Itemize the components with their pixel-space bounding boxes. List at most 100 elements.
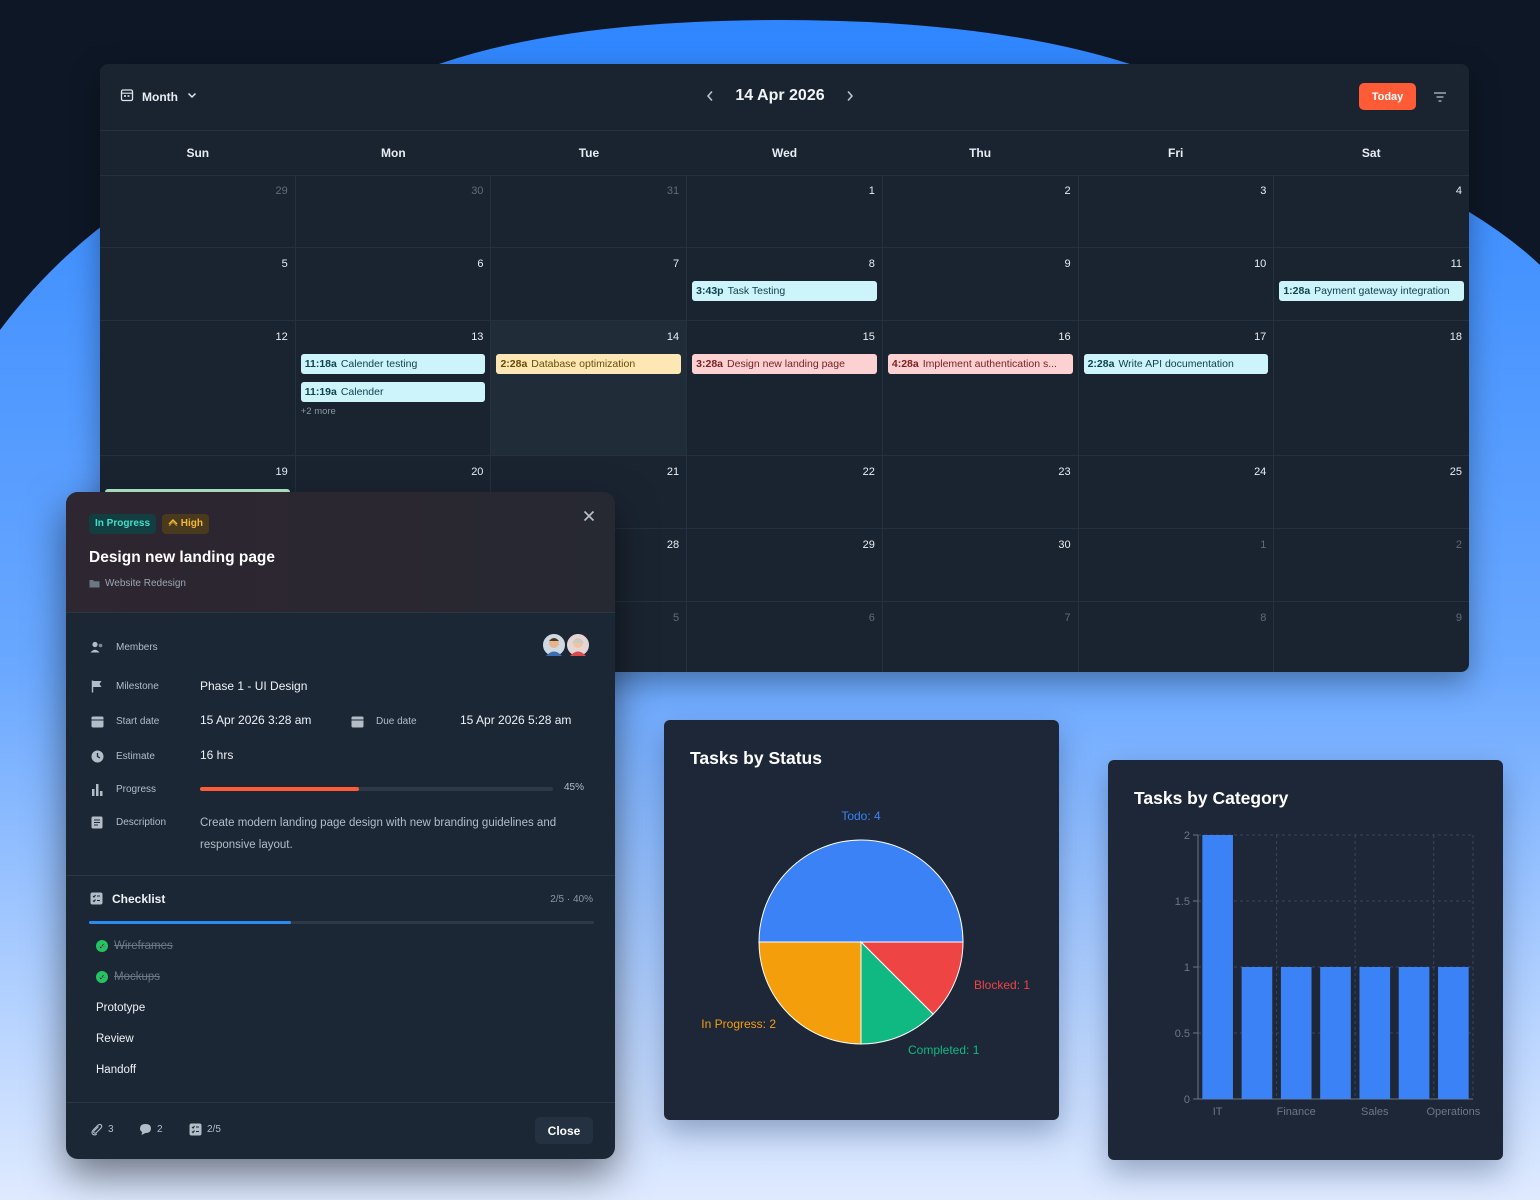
milestone-value[interactable]: Phase 1 - UI Design xyxy=(200,679,308,693)
day-cell[interactable]: 28 xyxy=(491,529,688,601)
day-cell[interactable]: 2 xyxy=(883,175,1079,247)
avatar[interactable] xyxy=(565,632,591,658)
day-cell[interactable]: 9 xyxy=(883,248,1079,320)
day-cell[interactable]: 17 2:28a Write API documentation xyxy=(1079,321,1275,455)
day-cell[interactable]: 12 xyxy=(100,321,296,455)
day-number: 13 xyxy=(471,331,484,343)
day-number: 1 xyxy=(1260,539,1267,551)
day-cell[interactable]: 29 xyxy=(100,175,296,247)
day-number: 31 xyxy=(666,185,680,197)
calendar-event[interactable]: 4:28a Implement authentication s... xyxy=(887,354,1073,374)
day-cell[interactable]: 9 xyxy=(1274,602,1469,672)
bar[interactable] xyxy=(1280,967,1312,1099)
tasks-by-status-card: Todo: 4 Blocked: 1 Completed: 1 In Progress… xyxy=(664,720,1059,1120)
event-title: Calender testing xyxy=(340,358,418,370)
y-tick-label: 2 xyxy=(1184,830,1190,842)
calendar-event[interactable]: 1:28a Payment gateway integration xyxy=(1279,281,1465,301)
calendar-event[interactable]: 11:18a Calender testing xyxy=(300,354,486,374)
modal-header: In Progress High Design new landing page… xyxy=(66,492,615,613)
checklist-item[interactable]: ✓ Wireframes xyxy=(96,940,173,952)
day-number: 10 xyxy=(1254,258,1267,270)
day-cell[interactable]: 7 xyxy=(491,248,688,320)
view-selector[interactable]: Month xyxy=(120,88,198,105)
estimate-value[interactable]: 16 hrs xyxy=(200,748,234,762)
day-cell[interactable]: 4 xyxy=(1274,175,1469,247)
day-number: 12 xyxy=(275,331,288,343)
chevron-down-icon xyxy=(186,89,198,104)
close-button[interactable]: Close xyxy=(535,1117,593,1144)
day-cell[interactable]: 3 xyxy=(1079,175,1275,247)
bar[interactable] xyxy=(1438,967,1469,1099)
bar[interactable] xyxy=(1359,967,1391,1099)
bar[interactable] xyxy=(1202,835,1233,1099)
day-cell[interactable]: 18 xyxy=(1274,321,1469,455)
more-events-link[interactable]: +2 more xyxy=(300,406,336,417)
prev-month-button[interactable] xyxy=(700,85,720,107)
bar[interactable] xyxy=(1320,967,1351,1099)
checklist-item[interactable]: Prototype xyxy=(96,1002,145,1014)
day-cell[interactable]: 5 xyxy=(100,248,296,320)
task-title: Design new landing page xyxy=(89,549,276,566)
day-cell[interactable]: 30 xyxy=(883,529,1079,601)
attachments-count[interactable]: 3 xyxy=(90,1123,114,1136)
day-cell[interactable]: 2 xyxy=(1274,529,1469,601)
start-date-value[interactable]: 15 Apr 2026 3:28 am xyxy=(200,713,312,727)
bar[interactable] xyxy=(1241,967,1273,1099)
calendar-event[interactable]: 11:19a Calender xyxy=(300,382,486,402)
day-cell[interactable]: 6 xyxy=(687,602,883,672)
today-button[interactable]: Today xyxy=(1359,83,1416,110)
day-cell[interactable]: 21 xyxy=(491,456,688,528)
day-number: 6 xyxy=(868,612,875,624)
calendar-event[interactable]: 3:28a Design new landing page xyxy=(692,354,877,374)
day-cell[interactable]: 8 3:43p Task Testing xyxy=(687,248,883,320)
avatar[interactable] xyxy=(541,632,567,658)
event-title: Payment gateway integration xyxy=(1314,285,1450,297)
pie-slice[interactable] xyxy=(859,941,964,1015)
calendar-event[interactable]: 2:28a Database optimization xyxy=(496,354,682,374)
checklist-item[interactable]: Review xyxy=(96,1033,134,1045)
day-cell[interactable]: 24 xyxy=(1079,456,1275,528)
weekday-label: Mon xyxy=(381,146,406,160)
checklist-summary[interactable]: 2/5 xyxy=(189,1123,221,1136)
day-cell[interactable]: 16 4:28a Implement authentication s... xyxy=(883,321,1079,455)
due-date-value[interactable]: 15 Apr 2026 5:28 am xyxy=(460,713,572,727)
pie-slice[interactable] xyxy=(860,940,934,1045)
project-link[interactable]: Website Redesign xyxy=(89,578,186,589)
day-cell[interactable]: 22 xyxy=(687,456,883,528)
filter-button[interactable] xyxy=(1430,86,1450,108)
start-date-row: Start date xyxy=(89,714,159,728)
day-cell[interactable]: 14 2:28a Database optimization xyxy=(491,321,688,455)
day-cell[interactable]: 5 xyxy=(491,602,688,672)
calendar-event[interactable]: 2:28a Write API documentation xyxy=(1083,354,1269,374)
event-time: 11:19a xyxy=(304,386,337,398)
day-cell[interactable]: 29 xyxy=(687,529,883,601)
day-number: 2 xyxy=(1455,539,1463,551)
milestone-label: Milestone xyxy=(116,680,159,692)
day-cell[interactable]: 31 xyxy=(491,175,688,247)
day-cell[interactable]: 10 xyxy=(1079,248,1275,320)
pie-slice[interactable] xyxy=(758,839,964,943)
day-cell[interactable]: 23 xyxy=(883,456,1079,528)
comments-count-value: 2 xyxy=(157,1124,163,1135)
pie-slice[interactable] xyxy=(758,941,862,1045)
comments-count[interactable]: 2 xyxy=(139,1123,163,1136)
checklist-item[interactable]: ✓ Mockups xyxy=(96,971,160,983)
day-cell[interactable]: 13 11:18a Calender testing 11:19a Calender +2… xyxy=(296,321,492,455)
day-cell[interactable]: 11 1:28a Payment gateway integration xyxy=(1274,248,1469,320)
day-cell[interactable]: 25 xyxy=(1274,456,1469,528)
day-cell[interactable]: 30 xyxy=(296,175,492,247)
close-icon[interactable] xyxy=(579,506,599,526)
day-cell[interactable]: 8 xyxy=(1079,602,1275,672)
day-cell[interactable]: 1 xyxy=(687,175,883,247)
next-month-button[interactable] xyxy=(840,85,860,107)
checklist-item[interactable]: Handoff xyxy=(96,1064,136,1076)
day-cell[interactable]: 1 xyxy=(1079,529,1275,601)
day-cell[interactable]: 6 xyxy=(296,248,492,320)
weekday-label: Wed xyxy=(771,146,798,160)
calendar-event[interactable]: 3:43p Task Testing xyxy=(692,281,877,301)
milestone-row: Milestone xyxy=(89,679,159,693)
day-cell[interactable]: 15 3:28a Design new landing page xyxy=(687,321,883,455)
day-number: 5 xyxy=(281,258,288,270)
day-cell[interactable]: 7 xyxy=(883,602,1079,672)
bar[interactable] xyxy=(1398,967,1430,1099)
